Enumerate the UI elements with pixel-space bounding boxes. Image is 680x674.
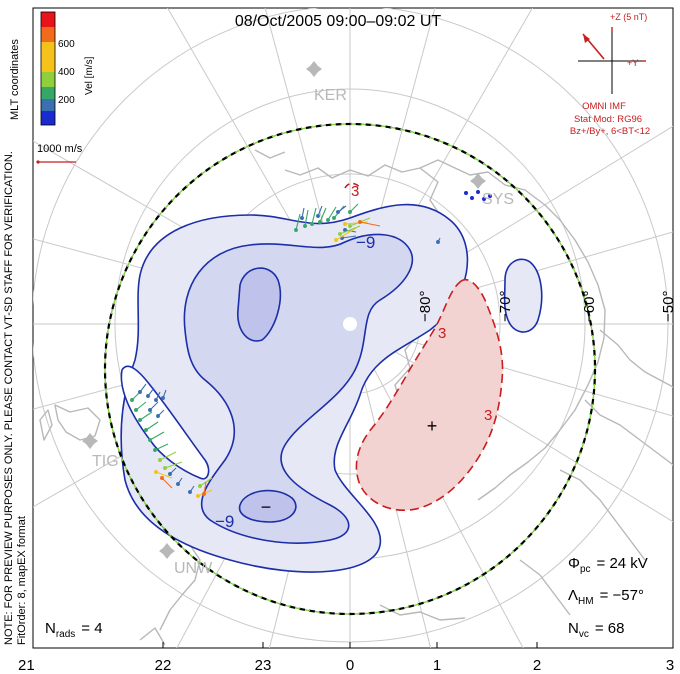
imf-axis-z-label: +Z (5 nT)	[610, 12, 647, 22]
potential-minimum-mark: −	[261, 497, 272, 517]
geographic-pole-dot	[343, 317, 357, 331]
mlt-tick-23: 23	[255, 657, 272, 674]
imf-condition: Bz+/By+, 6<BT<12	[570, 126, 650, 137]
latitude-label-60: −60°	[581, 291, 598, 322]
mlt-tick-2: 2	[533, 657, 541, 674]
mlt-tick-1: 1	[433, 657, 441, 674]
station-label-ker: KER	[314, 87, 347, 104]
scale-vector-arrow	[36, 160, 76, 164]
coordinate-system-note: MLT coordinates	[9, 39, 21, 120]
hm-boundary-latitude: ΛHM = −57°	[568, 587, 644, 607]
potential-maximum-mark: +	[427, 416, 438, 436]
colorbar-tick-600: 600	[58, 39, 75, 50]
contour-label-top: 3	[351, 183, 359, 200]
velocity-colorbar	[40, 11, 56, 126]
latitude-label-50: −50°	[660, 291, 677, 322]
velocity-vectors	[130, 190, 492, 498]
radar-count: Nrads = 4	[45, 620, 103, 640]
contour-label-lower: −9	[215, 512, 234, 531]
fit-order-note: FitOrder: 8, mapEX format	[16, 516, 28, 645]
station-marker-unw	[159, 543, 175, 559]
station-marker-ker	[306, 61, 322, 77]
map-title: 08/Oct/2005 09:00–09:02 UT	[235, 13, 442, 30]
contour-label-right: 3	[484, 407, 492, 424]
station-marker-sys	[470, 173, 486, 189]
station-label-sys: SYS	[482, 191, 514, 208]
latitude-label-80: −80°	[417, 291, 434, 322]
contour-label-mid: 3	[438, 325, 446, 342]
imf-arrow-head-icon	[583, 34, 590, 43]
station-marker-tig	[82, 433, 98, 449]
positive-potential-cell	[344, 182, 504, 512]
colorbar-tick-400: 400	[58, 67, 75, 78]
colorbar-label: Vel [m/s]	[84, 56, 95, 95]
colorbar-tick-200: 200	[58, 95, 75, 106]
stat-model: Stat Mod: RG96	[574, 114, 642, 125]
imf-source: OMNI IMF	[582, 101, 626, 112]
contour-label-upper: −9	[356, 233, 375, 252]
station-label-unw: UNW	[174, 560, 213, 577]
negative-potential-cell	[120, 203, 543, 573]
vector-count: Nvc = 68	[568, 620, 624, 640]
mlt-tick-21: 21	[18, 657, 35, 674]
scale-vector-label: 1000 m/s	[37, 143, 83, 155]
latitude-label-70: −70°	[497, 291, 514, 322]
mlt-tick-marks	[32, 642, 674, 648]
hm-boundary-inner	[104, 123, 596, 615]
station-markers	[82, 61, 486, 559]
imf-axis-y-label: +Y	[627, 58, 638, 68]
imf-clock	[578, 27, 646, 94]
mlt-tick-0: 0	[346, 657, 354, 674]
cross-polar-potential: Φpc = 24 kV	[568, 555, 648, 575]
preview-note: NOTE: FOR PREVIEW PURPOSES ONLY. PLEASE …	[3, 151, 15, 645]
mlt-tick-22: 22	[155, 657, 172, 674]
mlt-tick-3: 3	[666, 657, 674, 674]
station-label-tig: TIG	[92, 453, 119, 470]
